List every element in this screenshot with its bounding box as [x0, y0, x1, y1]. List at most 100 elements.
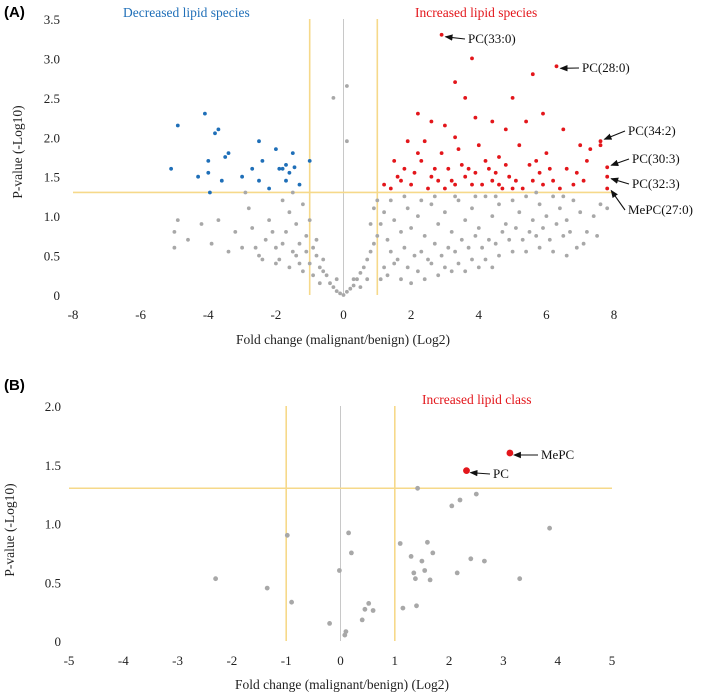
data-point [337, 568, 342, 573]
data-point [317, 281, 322, 286]
data-point [510, 198, 515, 203]
data-point [307, 159, 312, 163]
data-point [243, 190, 248, 195]
data-point [415, 485, 420, 491]
data-point [497, 155, 501, 159]
data-point [419, 558, 425, 564]
data-point [537, 170, 542, 175]
data-point [530, 178, 535, 183]
data-point [416, 151, 420, 156]
data-point [476, 226, 481, 230]
data-point [439, 253, 444, 258]
point-label: MePC [541, 447, 574, 462]
data-point [497, 182, 501, 187]
data-point [345, 289, 349, 294]
label-arrow [610, 177, 630, 185]
data-point [290, 190, 295, 195]
data-point [605, 174, 610, 179]
data-point [324, 273, 329, 278]
data-point [551, 249, 555, 254]
data-point [585, 230, 589, 234]
label-arrow [444, 34, 466, 41]
data-point [209, 241, 214, 246]
data-point [368, 249, 373, 254]
data-point [301, 202, 305, 207]
data-point [290, 249, 295, 254]
data-point [588, 147, 593, 152]
x-axis-title: Fold change (malignant/benign) (Log2) [235, 677, 449, 692]
data-point [341, 293, 346, 297]
point-label: PC(34:2) [628, 123, 676, 138]
chart-panel-b: (B) -5 -4 -3 -2 -1 0 1 2 3 4 5 0 0.5 1.0 1.5 2.0 Fold cha… [2, 377, 615, 692]
data-point [500, 230, 505, 234]
data-point [274, 261, 278, 266]
data-point [493, 241, 498, 246]
data-point [466, 166, 471, 171]
data-point [493, 194, 498, 199]
x-tick-label: -6 [135, 307, 146, 322]
data-point [490, 214, 495, 219]
data-point [483, 194, 488, 199]
data-point [405, 265, 410, 270]
data-point [591, 214, 596, 219]
data-point [408, 554, 414, 559]
data-point [483, 159, 488, 163]
data-point [366, 601, 372, 606]
data-point [578, 210, 583, 215]
data-point [405, 206, 410, 211]
data-point [453, 194, 457, 199]
series-decreased [169, 111, 312, 195]
region-annotation: Decreased lipid species [123, 5, 250, 20]
data-point [443, 123, 447, 128]
data-point [453, 80, 457, 84]
data-point [233, 230, 238, 234]
data-point [541, 182, 545, 187]
data-point [439, 32, 444, 37]
point-label: PC(28:0) [582, 60, 630, 75]
data-point [443, 265, 447, 270]
y-tick-label: 0 [54, 288, 61, 303]
data-point [419, 159, 424, 163]
data-point [375, 234, 380, 238]
data-point [304, 249, 309, 254]
data-point [605, 165, 610, 170]
data-point [382, 265, 386, 270]
data-point [534, 234, 539, 238]
data-point [422, 277, 427, 282]
data-point [457, 497, 463, 503]
data-point [432, 241, 437, 246]
data-point [331, 285, 336, 289]
data-point [412, 253, 417, 258]
data-point [392, 218, 397, 223]
data-point [382, 182, 386, 187]
data-point [473, 194, 478, 199]
data-point [480, 245, 484, 250]
data-point [358, 285, 363, 289]
data-point [449, 503, 455, 509]
data-point [297, 182, 302, 187]
data-point [534, 190, 539, 195]
data-point [581, 178, 586, 183]
series-not-significant [172, 84, 610, 297]
series-not-significant [213, 485, 552, 638]
data-point [175, 123, 180, 128]
data-point [213, 131, 217, 136]
data-point [334, 289, 339, 293]
y-tick-label: 1.5 [45, 458, 61, 473]
data-point [564, 218, 569, 223]
data-point [304, 234, 309, 238]
data-point [503, 163, 508, 167]
x-tick-label: 3 [500, 653, 507, 668]
data-point [413, 576, 418, 582]
data-point [395, 174, 400, 179]
data-point [206, 170, 211, 175]
data-point [223, 155, 228, 159]
data-point [453, 249, 457, 254]
y-tick-label: 0 [55, 634, 62, 649]
data-point [510, 96, 515, 100]
data-point [260, 159, 265, 163]
series-increased [463, 449, 514, 474]
data-point [317, 265, 322, 270]
data-point [453, 135, 457, 140]
data-point [503, 127, 508, 132]
